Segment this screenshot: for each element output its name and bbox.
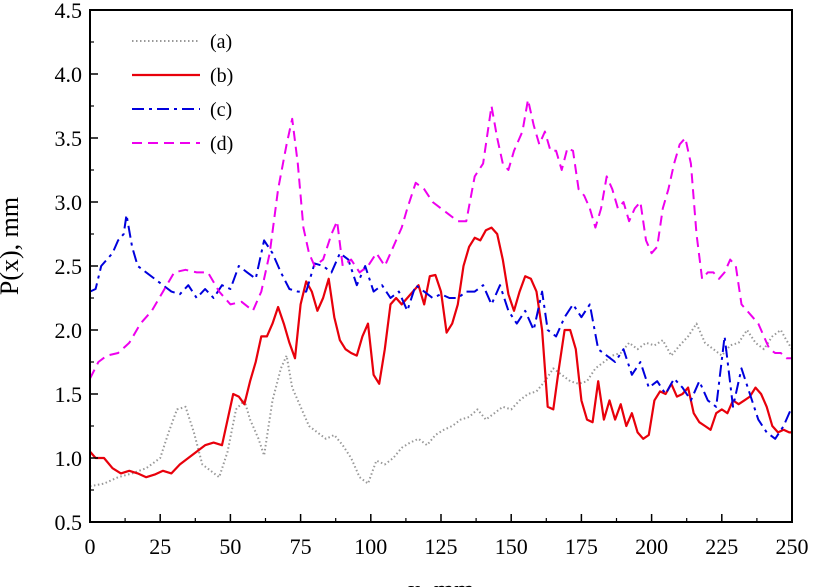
x-tick-label: 175 [565,534,598,559]
x-tick-label: 0 [85,534,96,559]
legend-label: (c) [210,99,232,121]
y-tick-label: 3.0 [55,190,83,215]
series-line-a [89,322,793,488]
x-tick-label: 75 [290,534,312,559]
y-tick-label: 1.0 [55,446,83,471]
x-tick-label: 150 [495,534,528,559]
x-tick-label: 25 [149,534,171,559]
y-tick-label: 2.0 [55,318,83,343]
plot-frame [89,9,793,523]
legend-label: (d) [210,133,233,155]
y-tick-label: 1.5 [55,382,83,407]
legend: (a) (b) (c) (d) [132,31,233,155]
y-tick-label: 4.0 [55,62,83,87]
x-tick-label: 100 [354,534,387,559]
x-axis-title: x, mm [408,575,474,587]
x-tick-label: 125 [425,534,458,559]
series-line-c [89,213,793,440]
y-axis-title: P(x), mm [0,197,24,295]
legend-label: (a) [210,31,232,53]
y-tick-label: 0.5 [55,510,83,535]
y-tick-label: 2.5 [55,254,83,279]
y-tick-label: 3.5 [55,126,83,151]
series-line-d [89,98,792,380]
legend-label: (b) [210,65,233,87]
x-tick-label: 250 [776,534,809,559]
ticks-layer: 0 25 50 75 100 125 150 175 200 225 250 0.5 1.0 1.5 2.0… [55,0,809,559]
series-layer [89,98,793,488]
x-tick-label: 200 [635,534,668,559]
x-tick-label: 50 [219,534,241,559]
x-tick-label: 225 [705,534,738,559]
series-line-b [89,226,792,479]
y-tick-label: 4.5 [55,0,83,23]
